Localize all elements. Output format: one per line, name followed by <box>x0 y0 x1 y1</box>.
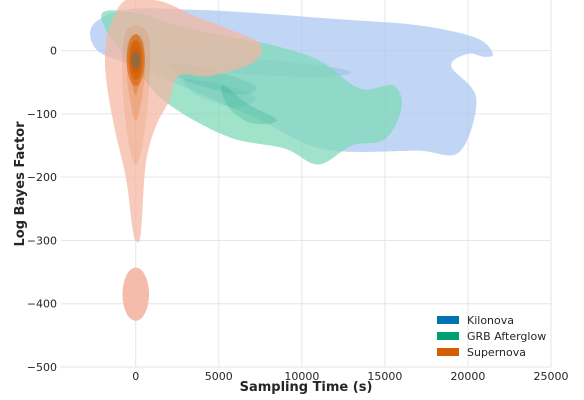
y-tick-label: 0 <box>50 45 57 58</box>
x-tick-label: 15000 <box>367 370 402 383</box>
legend-label: Supernova <box>467 346 526 359</box>
y-tick-label: −500 <box>27 361 57 374</box>
y-axis-label: Log Bayes Factor <box>13 121 28 247</box>
legend-swatch <box>437 332 459 340</box>
x-axis-ticks: 0 5000 10000 15000 20000 25000 <box>132 370 568 383</box>
density-peak-core <box>131 51 140 70</box>
legend-item-kilonova: Kilonova <box>437 314 514 327</box>
x-tick-label: 10000 <box>284 370 319 383</box>
density-regions <box>90 0 494 321</box>
legend-item-supernova: Supernova <box>437 346 526 359</box>
density-inner-region <box>221 85 277 125</box>
x-tick-label: 25000 <box>534 370 569 383</box>
legend: Kilonova GRB Afterglow Supernova <box>437 314 546 359</box>
legend-label: Kilonova <box>467 314 514 327</box>
density-isolated-mode <box>122 267 150 321</box>
y-tick-label: −300 <box>27 234 57 247</box>
x-tick-label: 0 <box>132 370 139 383</box>
y-tick-label: −100 <box>27 108 57 121</box>
series-supernova <box>105 0 262 321</box>
legend-swatch <box>437 316 459 324</box>
y-tick-label: −200 <box>27 171 57 184</box>
legend-label: GRB Afterglow <box>467 330 546 343</box>
legend-item-grb-afterglow: GRB Afterglow <box>437 330 546 343</box>
x-tick-label: 20000 <box>450 370 485 383</box>
y-axis-ticks: 0 −100 −200 −300 −400 −500 <box>27 45 57 374</box>
x-tick-label: 5000 <box>205 370 233 383</box>
x-axis-label: Sampling Time (s) <box>240 380 373 395</box>
legend-swatch <box>437 348 459 356</box>
y-tick-label: −400 <box>27 298 57 311</box>
